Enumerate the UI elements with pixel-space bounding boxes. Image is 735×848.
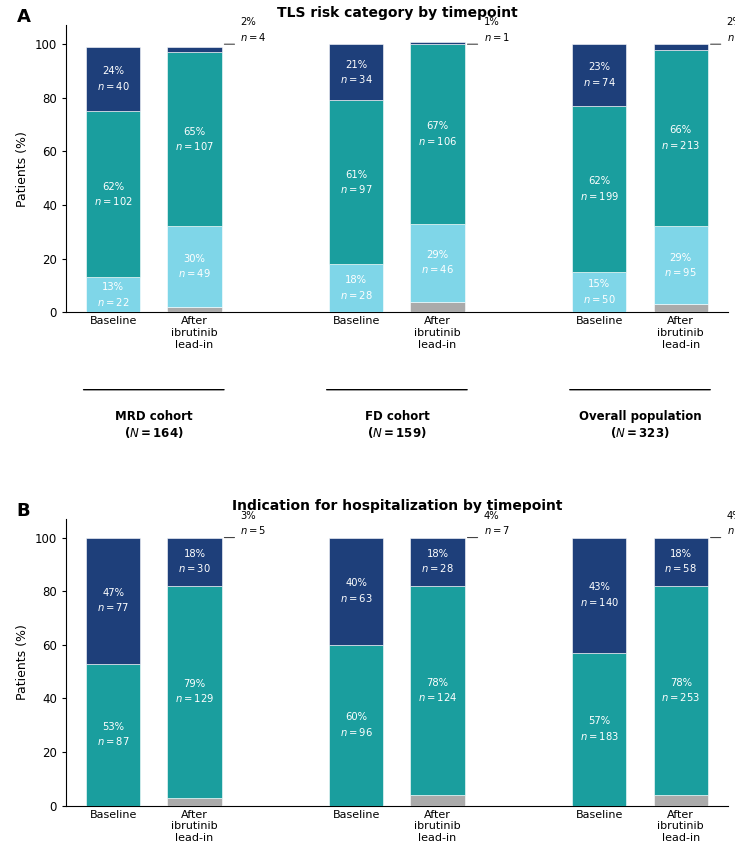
Text: 2%
$n$ = 5: 2% $n$ = 5	[727, 17, 735, 43]
Bar	[168, 586, 222, 798]
Text: B: B	[16, 501, 30, 520]
Text: 60%
$n$ = 96: 60% $n$ = 96	[340, 712, 373, 738]
Bar	[329, 538, 384, 644]
Bar	[86, 47, 140, 111]
Bar	[168, 226, 222, 307]
Bar	[653, 586, 708, 795]
Bar	[653, 538, 708, 586]
Text: 66%
$n$ = 213: 66% $n$ = 213	[662, 126, 700, 151]
Text: 29%
$n$ = 46: 29% $n$ = 46	[421, 250, 454, 276]
Bar	[410, 302, 465, 312]
Text: 67%
$n$ = 106: 67% $n$ = 106	[418, 121, 457, 147]
Bar	[168, 307, 222, 312]
Text: 23%
$n$ = 74: 23% $n$ = 74	[583, 62, 616, 88]
Text: MRD cohort
($N$ = 164): MRD cohort ($N$ = 164)	[115, 410, 193, 440]
Bar	[168, 47, 222, 53]
Bar	[86, 663, 140, 806]
Bar	[653, 49, 708, 226]
Text: 78%
$n$ = 253: 78% $n$ = 253	[662, 678, 700, 703]
Bar	[329, 101, 384, 264]
Text: 79%
$n$ = 129: 79% $n$ = 129	[175, 679, 214, 705]
Text: 18%
$n$ = 28: 18% $n$ = 28	[421, 549, 454, 574]
Bar	[410, 42, 465, 44]
Bar	[572, 106, 626, 272]
Bar	[653, 795, 708, 806]
Bar	[168, 53, 222, 226]
Text: 57%
$n$ = 183: 57% $n$ = 183	[580, 717, 619, 742]
Bar	[410, 538, 465, 586]
Text: 30%
$n$ = 49: 30% $n$ = 49	[178, 254, 211, 280]
Bar	[410, 795, 465, 806]
Y-axis label: Patients (%): Patients (%)	[16, 131, 29, 207]
Text: 15%
$n$ = 50: 15% $n$ = 50	[583, 279, 616, 305]
Bar	[86, 111, 140, 277]
Text: 43%
$n$ = 140: 43% $n$ = 140	[580, 583, 619, 608]
Bar	[572, 44, 626, 106]
Text: 78%
$n$ = 124: 78% $n$ = 124	[418, 678, 457, 703]
Text: 3%
$n$ = 5: 3% $n$ = 5	[240, 510, 267, 536]
Bar	[653, 44, 708, 49]
Text: 4%
$n$ = 7: 4% $n$ = 7	[484, 510, 509, 536]
Text: 62%
$n$ = 102: 62% $n$ = 102	[93, 181, 132, 207]
Bar	[168, 798, 222, 806]
Text: 18%
$n$ = 30: 18% $n$ = 30	[178, 549, 211, 574]
Bar	[410, 586, 465, 795]
Y-axis label: Patients (%): Patients (%)	[16, 624, 29, 700]
Bar	[653, 226, 708, 304]
Text: 53%
$n$ = 87: 53% $n$ = 87	[97, 722, 129, 747]
Text: FD cohort
($N$ = 159): FD cohort ($N$ = 159)	[365, 410, 429, 440]
Text: 4%
$n$ = 12: 4% $n$ = 12	[727, 510, 735, 536]
Text: Overall population
($N$ = 323): Overall population ($N$ = 323)	[578, 410, 701, 440]
Bar	[572, 272, 626, 312]
Text: 47%
$n$ = 77: 47% $n$ = 77	[97, 588, 129, 613]
Bar	[329, 264, 384, 312]
Bar	[329, 644, 384, 806]
Bar	[86, 277, 140, 312]
Bar	[572, 538, 626, 653]
Title: TLS risk category by timepoint: TLS risk category by timepoint	[276, 6, 517, 20]
Text: A: A	[16, 8, 30, 26]
Text: 62%
$n$ = 199: 62% $n$ = 199	[580, 176, 619, 202]
Bar	[653, 304, 708, 312]
Text: 40%
$n$ = 63: 40% $n$ = 63	[340, 578, 373, 604]
Bar	[329, 44, 384, 101]
Text: 21%
$n$ = 34: 21% $n$ = 34	[340, 59, 373, 85]
Bar	[410, 224, 465, 302]
Text: 13%
$n$ = 22: 13% $n$ = 22	[97, 282, 129, 308]
Bar	[168, 538, 222, 586]
Text: 24%
$n$ = 40: 24% $n$ = 40	[97, 66, 129, 92]
Text: 2%
$n$ = 4: 2% $n$ = 4	[240, 17, 267, 43]
Text: 29%
$n$ = 95: 29% $n$ = 95	[664, 253, 697, 278]
Title: Indication for hospitalization by timepoint: Indication for hospitalization by timepo…	[232, 499, 562, 513]
Bar	[410, 44, 465, 224]
Bar	[86, 538, 140, 663]
Text: 65%
$n$ = 107: 65% $n$ = 107	[175, 126, 214, 152]
Text: 1%
$n$ = 1: 1% $n$ = 1	[484, 17, 509, 43]
Text: 61%
$n$ = 97: 61% $n$ = 97	[340, 170, 373, 195]
Bar	[572, 653, 626, 806]
Text: 18%
$n$ = 28: 18% $n$ = 28	[340, 276, 373, 301]
Text: 18%
$n$ = 58: 18% $n$ = 58	[664, 549, 697, 574]
